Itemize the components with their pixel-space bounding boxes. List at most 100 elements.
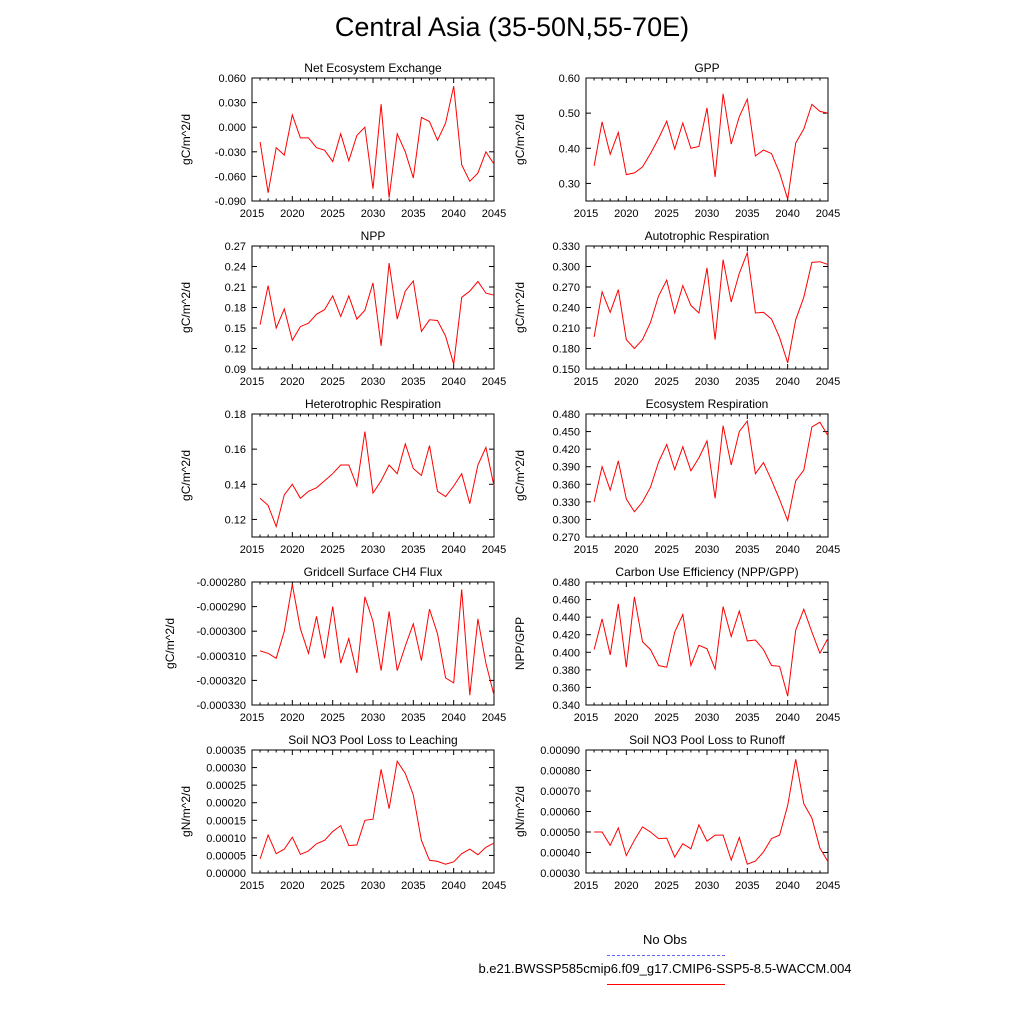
x-tick-label: 2025 bbox=[654, 712, 678, 724]
y-tick-label: 0.00030 bbox=[540, 868, 580, 880]
y-tick-label: 0.30 bbox=[559, 178, 580, 190]
x-tick-label: 2015 bbox=[240, 208, 264, 220]
x-tick-label: 2040 bbox=[441, 544, 465, 556]
y-tick-label: 0.40 bbox=[559, 143, 580, 155]
y-tick-label: 0.18 bbox=[225, 303, 246, 315]
panel-title: Net Ecosystem Exchange bbox=[304, 61, 442, 75]
series-line bbox=[593, 419, 829, 523]
series-line bbox=[594, 759, 829, 865]
series-line bbox=[593, 596, 829, 697]
x-tick-label: 2035 bbox=[735, 880, 759, 892]
x-tick-label: 2040 bbox=[775, 712, 799, 724]
panel-title: Gridcell Surface CH4 Flux bbox=[304, 565, 443, 579]
series-line bbox=[593, 93, 829, 200]
panel-title: Ecosystem Respiration bbox=[646, 397, 769, 411]
y-tick-label: 0.270 bbox=[552, 532, 580, 544]
series-line bbox=[259, 584, 495, 696]
x-tick-label: 2035 bbox=[401, 208, 425, 220]
x-tick-label: 2045 bbox=[816, 208, 840, 220]
panel-1: Net Ecosystem Exchange gC/m^2/d 2015 2020 20… bbox=[179, 61, 506, 220]
x-tick-label: 2025 bbox=[654, 880, 678, 892]
x-tick-label: 2035 bbox=[735, 544, 759, 556]
y-tick-label: -0.090 bbox=[215, 196, 246, 208]
y-tick-label: -0.060 bbox=[215, 171, 246, 183]
x-tick-label: 2020 bbox=[280, 712, 304, 724]
x-tick-label: 2015 bbox=[240, 880, 264, 892]
panel-2: GPP gC/m^2/d 2015 2020 2025 2030 2035 2040 2045 0… bbox=[513, 61, 840, 220]
x-tick-label: 2040 bbox=[775, 208, 799, 220]
plot-frame bbox=[585, 77, 829, 202]
panel-8: Carbon Use Efficiency (NPP/GPP) NPP/GPP 20… bbox=[513, 565, 840, 724]
y-tick-label: 0.360 bbox=[552, 479, 580, 491]
x-tick-label: 2040 bbox=[441, 376, 465, 388]
y-axis-label: NPP/GPP bbox=[513, 617, 527, 670]
x-tick-label: 2015 bbox=[574, 208, 598, 220]
series-line bbox=[259, 759, 495, 865]
panel-3: NPP gC/m^2/d 2015 2020 2025 2030 2035 2040 2045 0… bbox=[179, 229, 506, 388]
y-tick-label: 0.00030 bbox=[206, 763, 246, 775]
x-tick-label: 2015 bbox=[574, 712, 598, 724]
x-tick-label: 2015 bbox=[574, 544, 598, 556]
series-line bbox=[593, 250, 829, 364]
x-tick-label: 2025 bbox=[654, 544, 678, 556]
page-title: Central Asia (35-50N,55-70E) bbox=[334, 12, 690, 42]
x-tick-label: 2040 bbox=[441, 880, 465, 892]
y-tick-label: 0.14 bbox=[225, 479, 246, 491]
x-tick-label: 2045 bbox=[816, 376, 840, 388]
plot-frame bbox=[251, 581, 495, 706]
x-tick-label: 2020 bbox=[614, 712, 638, 724]
y-tick-label: 0.440 bbox=[552, 612, 580, 624]
x-tick-label: 2015 bbox=[240, 544, 264, 556]
y-axis-label: gC/m^2/d bbox=[513, 282, 527, 333]
y-axis-label: gN/m^2/d bbox=[179, 786, 193, 837]
y-tick-label: 0.180 bbox=[552, 344, 580, 356]
y-tick-label: 0.12 bbox=[225, 514, 246, 526]
series-line bbox=[259, 263, 495, 365]
x-tick-label: 2035 bbox=[401, 544, 425, 556]
x-tick-label: 2035 bbox=[735, 376, 759, 388]
y-tick-label: 0.420 bbox=[552, 630, 580, 642]
x-tick-label: 2045 bbox=[816, 880, 840, 892]
y-tick-label: 0.00050 bbox=[540, 827, 580, 839]
y-tick-label: 0.60 bbox=[559, 73, 580, 85]
x-tick-label: 2045 bbox=[482, 208, 506, 220]
y-tick-label: 0.21 bbox=[225, 282, 246, 294]
x-tick-label: 2045 bbox=[816, 712, 840, 724]
y-tick-label: -0.000320 bbox=[196, 675, 246, 687]
y-tick-label: 0.480 bbox=[552, 577, 580, 589]
y-tick-label: 0.50 bbox=[559, 108, 580, 120]
x-tick-label: 2030 bbox=[695, 880, 719, 892]
x-tick-label: 2035 bbox=[735, 712, 759, 724]
panel-title: Soil NO3 Pool Loss to Runoff bbox=[629, 733, 786, 747]
x-tick-label: 2040 bbox=[775, 544, 799, 556]
y-tick-label: 0.00015 bbox=[206, 815, 246, 827]
x-tick-label: 2015 bbox=[574, 880, 598, 892]
y-axis-label: gC/m^2/d bbox=[513, 450, 527, 501]
y-tick-label: 0.00005 bbox=[206, 850, 246, 862]
y-tick-label: 0.360 bbox=[552, 682, 580, 694]
x-tick-label: 2025 bbox=[320, 880, 344, 892]
series-line bbox=[259, 86, 495, 198]
panel-9: Soil NO3 Pool Loss to Leaching gN/m^2/d 20… bbox=[179, 733, 506, 892]
x-tick-label: 2035 bbox=[735, 208, 759, 220]
x-tick-label: 2020 bbox=[614, 208, 638, 220]
y-tick-label: 0.340 bbox=[552, 700, 580, 712]
x-tick-label: 2030 bbox=[361, 376, 385, 388]
x-tick-label: 2030 bbox=[361, 712, 385, 724]
x-tick-label: 2030 bbox=[361, 544, 385, 556]
y-tick-label: 0.150 bbox=[552, 364, 580, 376]
y-tick-label: 0.380 bbox=[552, 665, 580, 677]
plot-frame bbox=[585, 245, 829, 370]
y-tick-label: 0.240 bbox=[552, 303, 580, 315]
plot-frame bbox=[585, 413, 829, 538]
x-tick-label: 2035 bbox=[401, 880, 425, 892]
panel-10: Soil NO3 Pool Loss to Runoff gN/m^2/d 2015… bbox=[513, 733, 840, 892]
panel-title: Carbon Use Efficiency (NPP/GPP) bbox=[615, 565, 798, 579]
plot-frame bbox=[251, 749, 495, 874]
panel-title: GPP bbox=[694, 61, 719, 75]
x-tick-label: 2015 bbox=[240, 712, 264, 724]
x-tick-label: 2020 bbox=[280, 208, 304, 220]
x-tick-label: 2025 bbox=[654, 208, 678, 220]
y-tick-label: 0.400 bbox=[552, 647, 580, 659]
y-axis-label: gC/m^2/d bbox=[179, 114, 193, 165]
